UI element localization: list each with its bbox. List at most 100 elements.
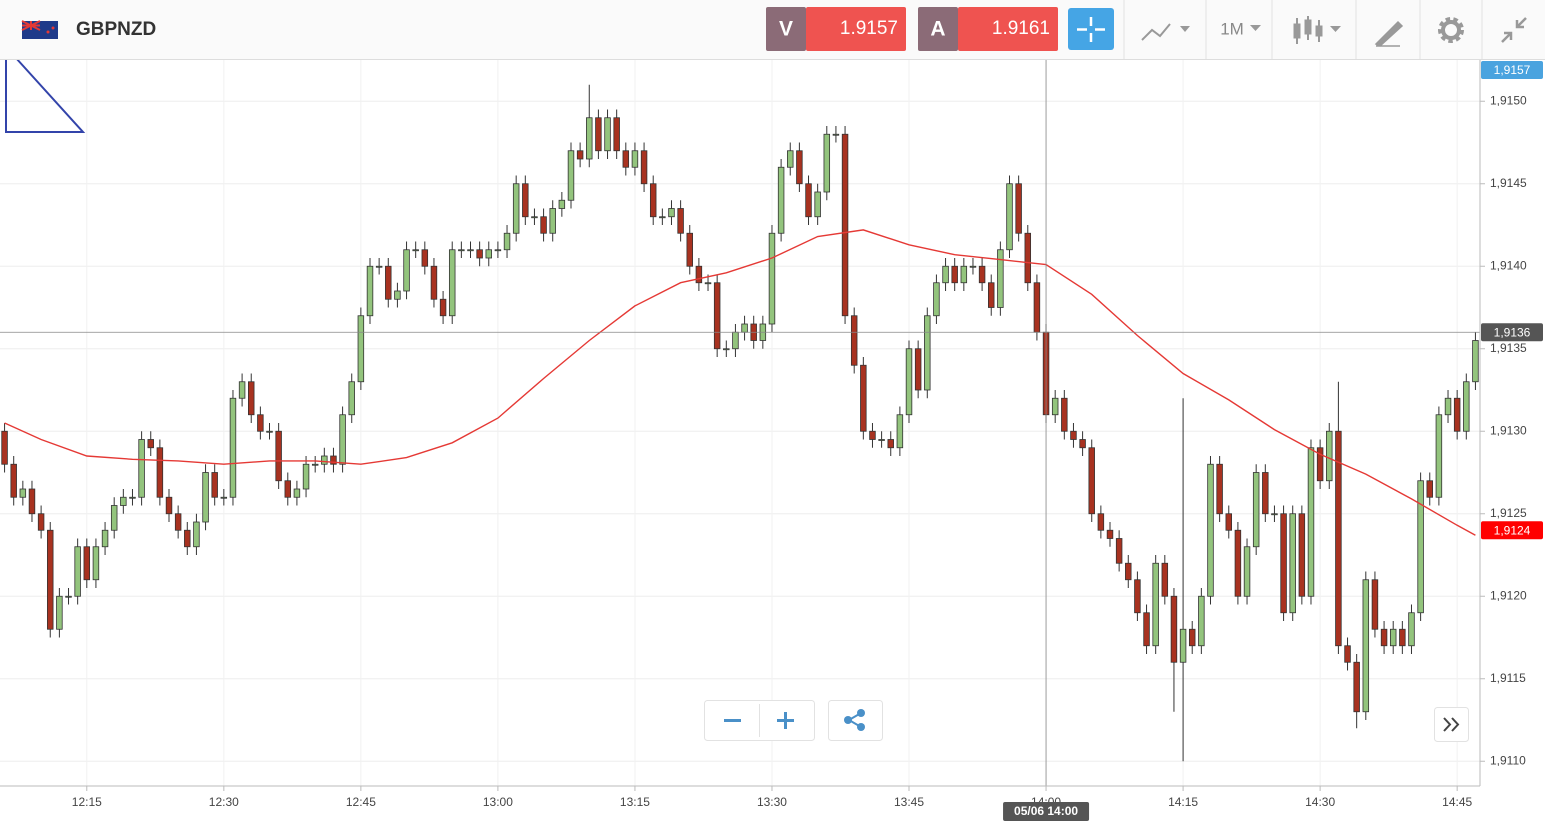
timeframe: 1M — [1220, 19, 1244, 38]
candle-body — [1262, 472, 1269, 515]
candle-body — [1362, 579, 1370, 713]
candle-body — [56, 595, 63, 630]
candle-body — [586, 117, 593, 160]
candle-body — [1134, 579, 1141, 614]
candle-body — [1225, 513, 1232, 531]
candle-body — [686, 232, 693, 267]
candle-body — [165, 496, 173, 515]
x-tick-label: 13:15 — [620, 795, 650, 809]
candle-body — [522, 183, 529, 218]
separators — [1123, 0, 1483, 59]
candle-body — [28, 488, 36, 515]
candle-body — [723, 348, 730, 351]
candle-body — [412, 249, 419, 252]
header: GBPNZD V 1.9157 A 1.9161 1M — [0, 0, 1545, 60]
y-tick-label: 1,9145 — [1490, 176, 1527, 190]
candle-body — [704, 282, 712, 285]
candle-body — [229, 397, 237, 498]
candle-body — [814, 191, 821, 218]
candle-body — [120, 496, 127, 506]
candle-body — [787, 150, 794, 168]
candle-body — [1024, 232, 1032, 284]
candle-body — [330, 455, 337, 465]
zoom-controls — [704, 700, 1469, 742]
candle-body — [649, 183, 657, 218]
buy-button[interactable]: A 1.9161 — [918, 7, 1058, 51]
candle-body — [677, 208, 684, 234]
candle-body — [284, 480, 292, 498]
price-tag — [1481, 521, 1543, 540]
candle-body — [1006, 183, 1013, 251]
share-button[interactable] — [828, 700, 883, 741]
candle-body — [1115, 538, 1123, 564]
candle-body — [576, 150, 584, 160]
candle-body — [695, 265, 703, 284]
candle-body — [257, 414, 264, 432]
candle-body — [823, 133, 831, 193]
candle-body — [458, 249, 465, 252]
candle-body — [1216, 463, 1223, 515]
candle-body — [439, 298, 447, 317]
candle-body — [1179, 628, 1187, 663]
draw-tool-button[interactable] — [1374, 20, 1404, 47]
candle-body — [1271, 513, 1278, 516]
settings-button[interactable] — [1438, 17, 1464, 43]
crosshair-time-tag — [1003, 802, 1090, 821]
candle-body — [430, 265, 438, 300]
axes: 1,9110 1,9115 1,9120 1,9125 1,9130 1,9135 1,91… — [72, 61, 1543, 821]
sell-button[interactable]: V 1.9157 — [766, 7, 906, 51]
chart-style-button[interactable] — [1141, 23, 1190, 41]
candle-body — [1079, 439, 1086, 449]
candle-body — [403, 249, 410, 292]
candle-body — [741, 323, 748, 333]
candle-body — [969, 265, 977, 268]
scroll-latest-button[interactable] — [1434, 707, 1469, 742]
candle-body — [978, 265, 986, 284]
candle-body — [713, 282, 721, 350]
price-tag-label: 1,9157 — [1494, 63, 1531, 77]
candle-body — [1380, 628, 1388, 647]
candle-body — [1289, 513, 1296, 614]
zoom-in-button[interactable] — [777, 712, 794, 729]
crosshair-button[interactable] — [1068, 8, 1114, 50]
timeframe-button[interactable]: 1M — [1220, 19, 1261, 38]
candle-body — [394, 290, 401, 300]
candle-body — [997, 249, 1004, 308]
collapse-button[interactable] — [1501, 17, 1527, 43]
candle-body — [1051, 397, 1059, 416]
x-tick-label: 14:30 — [1305, 795, 1335, 809]
y-tick-label: 1,9120 — [1490, 588, 1527, 602]
candle-type-button[interactable] — [1293, 16, 1341, 44]
x-tick-label: 13:45 — [894, 795, 924, 809]
candle-body — [147, 439, 154, 449]
candle-body — [1335, 430, 1342, 647]
candle-body — [622, 150, 630, 168]
price-tag-label: 1,9124 — [1494, 523, 1531, 537]
x-tick-label: 13:00 — [483, 795, 513, 809]
candle-body — [1033, 282, 1041, 333]
candle-body — [558, 199, 566, 209]
candle-body — [1399, 628, 1406, 647]
drawn-triangle[interactable] — [5, 46, 86, 133]
candle-body — [887, 439, 894, 449]
candle-body — [83, 546, 91, 581]
price-tag — [1481, 61, 1543, 79]
candle-body — [841, 133, 849, 317]
moving-average-line — [4, 229, 1476, 536]
candle-body — [933, 282, 940, 317]
sell-label: V — [779, 18, 793, 41]
candle-body — [101, 529, 109, 548]
candle-body — [595, 117, 602, 152]
candle-body — [129, 496, 136, 499]
y-tick-label: 1,9110 — [1490, 753, 1526, 767]
candle-body — [1207, 463, 1214, 597]
candle-body — [467, 249, 474, 252]
price-tag — [1481, 323, 1543, 342]
x-tick-label: 12:15 — [72, 795, 102, 809]
candle-body — [339, 414, 346, 465]
candle-body — [1106, 529, 1114, 539]
buy-label: A — [930, 18, 945, 41]
grid — [0, 60, 1480, 786]
candle-body — [1243, 546, 1251, 597]
y-tick-label: 1,9115 — [1490, 671, 1526, 685]
